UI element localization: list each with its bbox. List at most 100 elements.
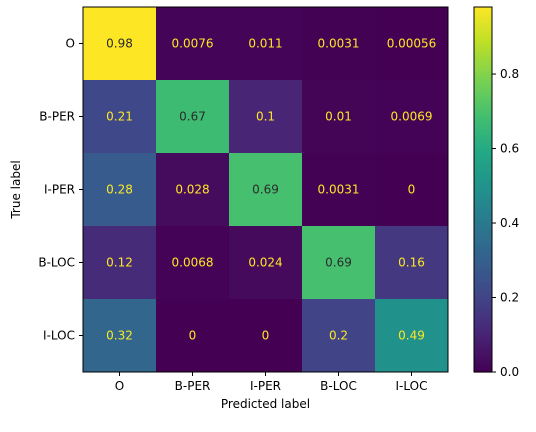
colorbar-segment [474,222,492,227]
heatmap-cell [83,299,157,373]
colorbar-segment [474,64,492,69]
colorbar-segment [474,280,492,285]
colorbar-segment [474,201,492,206]
heatmap-cell [156,153,230,227]
colorbar-segment [474,250,492,254]
colorbar-segment [474,326,492,331]
colorbar-segment [474,128,492,133]
cell-value-label: 0.67 [179,110,206,124]
colorbar-tick-label: 0.2 [500,291,519,305]
colorbar-segment [474,347,492,352]
colorbar-segment [474,305,492,309]
colorbar-segment [474,171,492,175]
heatmap-cell [229,80,303,154]
cell-value-label: 0.024 [248,256,282,270]
x-axis-label: Predicted label [221,397,310,411]
colorbar-segment [474,359,492,364]
colorbar-segment [474,253,492,258]
heatmap-cell [229,153,303,227]
cell-value-label: 0.0076 [172,37,214,51]
colorbar-tick-label: 0.6 [500,142,519,156]
colorbar-segment [474,356,492,361]
colorbar-segment [474,323,492,327]
colorbar-segment [474,256,492,261]
colorbar-segment [474,7,492,11]
colorbar-segment [474,341,492,346]
heatmap-cell [375,80,449,154]
colorbar-segment [474,134,492,139]
colorbar-segment [474,247,492,251]
cell-value-label: 0.69 [252,183,279,197]
heatmap-cell [302,80,376,154]
cell-value-label: 0.01 [325,110,352,124]
colorbar-segment [474,195,492,200]
cell-value-label: 0.1 [256,110,275,124]
y-tick-label: I-PER [44,183,75,197]
colorbar-segment [474,52,492,57]
colorbar-segment [474,186,492,191]
cell-value-label: 0.32 [106,329,133,343]
heatmap-cell [302,226,376,300]
colorbar-segment [474,235,492,239]
x-tick-label: B-PER [175,379,211,393]
colorbar-segment [474,159,492,163]
colorbar-segment [474,232,492,236]
colorbar-segment [474,292,492,297]
colorbar-segment [474,46,492,51]
colorbar-segment [474,317,492,321]
colorbar-segment [474,311,492,315]
colorbar-segment [474,70,492,75]
colorbar-segment [474,271,492,276]
colorbar-segment [474,213,492,218]
colorbar-segment [474,119,492,124]
cell-value-label: 0.21 [106,110,133,124]
colorbar-segment [474,22,492,26]
colorbar-segment [474,125,492,130]
colorbar-segment [474,268,492,273]
cell-value-label: 0.00056 [387,37,437,51]
colorbar-segment [474,95,492,99]
colorbar-segment [474,219,492,224]
cell-value-label: 0.28 [106,183,133,197]
colorbar-segment [474,25,492,29]
colorbar-tick-label: 0.0 [500,365,519,379]
cell-value-label: 0.16 [398,256,425,270]
colorbar-segment [474,365,492,370]
cell-value-label: 0.69 [325,256,352,270]
colorbar-segment [474,168,492,172]
heatmap-cell [83,153,157,227]
cell-value-label: 0.0031 [318,37,360,51]
heatmap-cell [229,7,303,81]
heatmap-cell [156,7,230,81]
colorbar-segment [474,98,492,102]
heatmap-cell [229,299,303,373]
colorbar-segment [474,61,492,66]
colorbar-segment [474,146,492,151]
colorbar-segment [474,31,492,35]
colorbar-segment [474,58,492,63]
colorbar-segment [474,174,492,178]
colorbar-segment [474,226,492,230]
cell-value-label: 0.0031 [318,183,360,197]
colorbar-segment [474,49,492,54]
colorbar-segment [474,274,492,279]
y-tick-label: B-LOC [38,256,75,270]
colorbar-segment [474,207,492,212]
colorbar-segment [474,162,492,166]
colorbar-segment [474,277,492,282]
colorbar-segment [474,180,492,185]
colorbar-segment [474,13,492,17]
colorbar: 0.0 0.2 0.4 0.6 0.8 [473,6,519,379]
colorbar-segment [474,86,492,90]
heatmap-cells [83,7,449,373]
colorbar-segment [474,16,492,20]
colorbar-segment [474,107,492,112]
colorbar-segment [474,262,492,267]
colorbar-segment [474,113,492,118]
cell-value-label: 0.2 [329,329,348,343]
x-tick-label: O [115,379,124,393]
cell-value-label: 0.0069 [391,110,433,124]
colorbar-segment [474,149,492,154]
x-tick-label: B-LOC [320,379,357,393]
